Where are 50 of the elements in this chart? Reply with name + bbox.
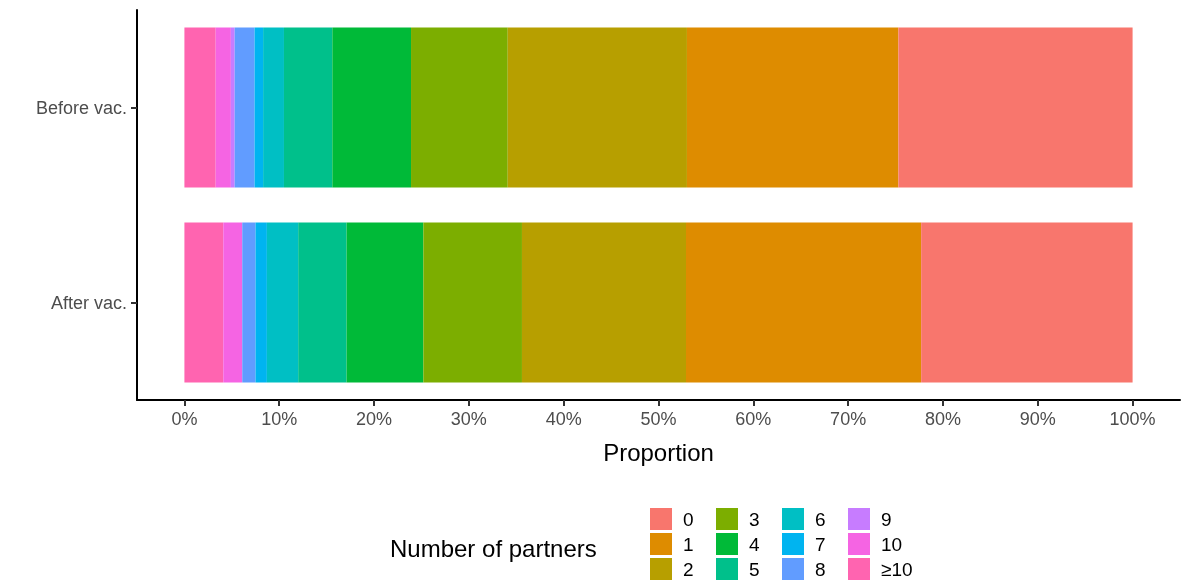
x-tick-label: 100% xyxy=(1109,409,1156,429)
bar xyxy=(686,222,922,383)
legend-label: 10 xyxy=(881,533,903,555)
bar xyxy=(234,27,255,188)
bar xyxy=(266,222,299,383)
bar xyxy=(686,27,899,188)
bar xyxy=(411,27,508,188)
x-tick-label: 90% xyxy=(1019,409,1056,429)
bar xyxy=(332,27,412,188)
bar xyxy=(254,27,264,188)
x-tick-label: 60% xyxy=(735,409,772,429)
bar xyxy=(230,27,235,188)
x-tick-label: 10% xyxy=(261,409,298,429)
bar xyxy=(255,222,267,383)
x-tick-label: 50% xyxy=(640,409,677,429)
x-tick-label: 70% xyxy=(830,409,867,429)
bar xyxy=(507,27,687,188)
y-tick-label: Before vac. xyxy=(35,97,127,118)
legend-label: 7 xyxy=(815,533,826,555)
legend-label: 5 xyxy=(749,558,760,580)
bar xyxy=(215,27,231,188)
legend-label: 4 xyxy=(749,533,760,555)
x-axis-title: Proportion xyxy=(603,438,714,466)
legend-label: 2 xyxy=(683,558,694,580)
legend-title: Number of partners xyxy=(390,534,597,562)
bar xyxy=(263,27,284,188)
bar xyxy=(346,222,424,383)
bar xyxy=(298,222,347,383)
legend-label: 9 xyxy=(881,508,892,530)
legend-label: 0 xyxy=(683,508,694,530)
bar xyxy=(184,222,224,383)
bar xyxy=(223,222,243,383)
y-tick-label: After vac. xyxy=(50,292,127,313)
x-tick-label: 40% xyxy=(545,409,582,429)
bar xyxy=(242,222,256,383)
bar xyxy=(921,222,1133,383)
bar xyxy=(423,222,522,383)
bar xyxy=(898,27,1133,188)
legend-label: 8 xyxy=(815,558,826,580)
legend-label: 1 xyxy=(683,533,694,555)
legend-label: 3 xyxy=(749,508,760,530)
x-tick-label: 30% xyxy=(450,409,487,429)
bar xyxy=(184,27,216,188)
x-tick-label: 80% xyxy=(924,409,961,429)
legend-label: ≥10 xyxy=(881,558,913,580)
x-tick-label: 20% xyxy=(356,409,393,429)
bar xyxy=(521,222,686,383)
legend-label: 6 xyxy=(815,508,826,530)
bar xyxy=(283,27,333,188)
x-tick-label: 0% xyxy=(171,409,198,429)
